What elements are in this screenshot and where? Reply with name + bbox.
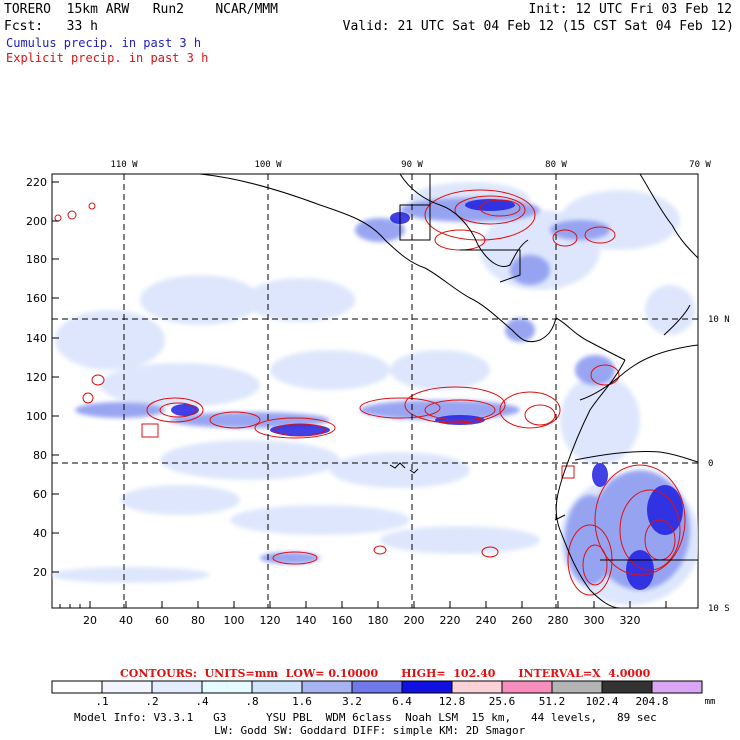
x-tick-label: 20 — [83, 614, 97, 627]
y-tick-label: 60 — [33, 488, 47, 501]
colorbar-swatch — [101, 680, 153, 694]
y-tick-label: 200 — [26, 215, 47, 228]
y-axis: 220 200 180 160 140 120 100 80 60 40 20 — [26, 176, 59, 579]
x-tick-label: 220 — [440, 614, 461, 627]
x-tick-label: 80 — [191, 614, 205, 627]
colorbar-label: 1.6 — [292, 695, 312, 708]
colorbar-unit: mm — [704, 697, 716, 707]
colorbar-label: 6.4 — [392, 695, 412, 708]
model-info: Model Info: V3.3.1 G3 YSU PBL WDM 6class… — [74, 711, 657, 724]
colorbar-label: 25.6 — [488, 695, 516, 708]
y-tick-label: 20 — [33, 566, 47, 579]
colorbar-swatch — [51, 680, 103, 694]
colorbar — [51, 680, 703, 694]
colorbar-label: 102.4 — [585, 695, 619, 708]
init-time: Init: 12 UTC Fri 03 Feb 12 — [528, 2, 733, 17]
x-tick-label: 200 — [404, 614, 425, 627]
x-tick-label: 40 — [119, 614, 133, 627]
colorbar-swatch — [401, 680, 453, 694]
colorbar-swatch — [601, 680, 653, 694]
colorbar-swatch — [251, 680, 303, 694]
colorbar-label: 51.2 — [538, 695, 566, 708]
y-tick-label: 100 — [26, 410, 47, 423]
lon-label: 70 W — [689, 160, 711, 170]
physics-info: LW: Godd SW: Goddard DIFF: simple KM: 2D… — [214, 724, 526, 737]
valid-time: Valid: 21 UTC Sat 04 Feb 12 (15 CST Sat … — [342, 19, 734, 34]
colorbar-swatch — [351, 680, 403, 694]
colorbar-label: 3.2 — [342, 695, 362, 708]
colorbar-label: 204.8 — [635, 695, 669, 708]
x-axis: 20 40 60 80 100 120 140 160 180 200 220 … — [59, 601, 667, 627]
colorbar-swatch — [651, 680, 703, 694]
y-tick-label: 140 — [26, 332, 47, 345]
colorbar-label: .8 — [245, 695, 259, 708]
colorbar-label: .4 — [195, 695, 209, 708]
colorbar-swatch — [451, 680, 503, 694]
coastlines — [199, 174, 698, 608]
y-tick-label: 40 — [33, 527, 47, 540]
colorbar-label: 12.8 — [438, 695, 466, 708]
y-tick-label: 80 — [33, 449, 47, 462]
x-tick-label: 240 — [476, 614, 497, 627]
legend-explicit: Explicit precip. in past 3 h — [6, 51, 209, 65]
x-tick-label: 320 — [620, 614, 641, 627]
lon-label: 90 W — [401, 160, 423, 170]
lat-label: 10 S — [708, 604, 730, 614]
colorbar-label: .1 — [95, 695, 109, 708]
y-tick-label: 160 — [26, 292, 47, 305]
y-tick-label: 180 — [26, 253, 47, 266]
lon-label: 110 W — [110, 160, 138, 170]
lon-label: 80 W — [545, 160, 567, 170]
lon-labels: 110 W 100 W 90 W 80 W 70 W — [110, 160, 711, 170]
lat-label: 0 — [708, 459, 713, 469]
title-left: TORERO 15km ARW Run2 NCAR/MMM — [4, 2, 278, 17]
x-tick-label: 280 — [548, 614, 569, 627]
forecast-hour: Fcst: 33 h — [4, 19, 98, 34]
colorbar-swatch — [501, 680, 553, 694]
x-tick-label: 160 — [332, 614, 353, 627]
colorbar-swatch — [151, 680, 203, 694]
legend-cumulus: Cumulus precip. in past 3 h — [6, 36, 202, 50]
x-tick-label: 120 — [260, 614, 281, 627]
colorbar-swatch — [551, 680, 603, 694]
x-tick-label: 300 — [584, 614, 605, 627]
colorbar-swatch — [201, 680, 253, 694]
colorbar-label: .2 — [145, 695, 159, 708]
lat-labels: 10 N 0 10 S — [708, 315, 730, 614]
x-tick-label: 140 — [296, 614, 317, 627]
latlon-grid — [52, 174, 698, 608]
x-tick-label: 180 — [368, 614, 389, 627]
y-tick-label: 120 — [26, 371, 47, 384]
colorbar-swatch — [301, 680, 353, 694]
x-tick-label: 260 — [512, 614, 533, 627]
lat-label: 10 N — [708, 315, 730, 325]
x-tick-label: 60 — [155, 614, 169, 627]
contour-info: CONTOURS: UNITS=mm LOW= 0.10000 HIGH= 10… — [120, 667, 651, 680]
y-tick-label: 220 — [26, 176, 47, 189]
explicit-precip-contours — [54, 189, 686, 596]
x-tick-label: 100 — [224, 614, 245, 627]
lon-label: 100 W — [254, 160, 282, 170]
